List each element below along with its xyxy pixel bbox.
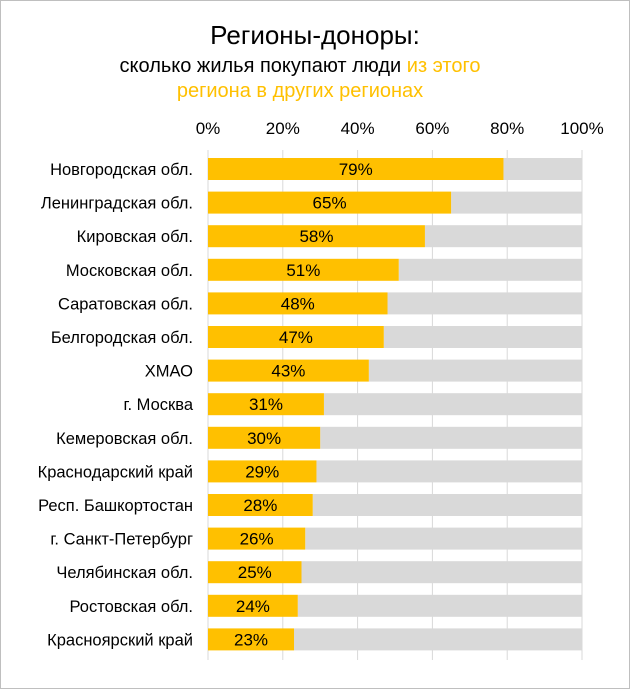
bar-value	[208, 225, 425, 248]
chart-title: Регионы-доноры:	[210, 20, 420, 50]
bar-value	[208, 594, 298, 617]
bar-remainder	[387, 292, 582, 315]
data-label: 65%	[313, 194, 347, 213]
data-label: 79%	[339, 160, 373, 179]
chart-subtitle-line1: сколько жилья покупают люди из этого	[0, 54, 600, 78]
x-tick-label: 100%	[560, 119, 603, 138]
bar-remainder	[297, 594, 582, 617]
bar-value	[208, 628, 295, 651]
bar-value	[208, 292, 388, 315]
data-label: 43%	[271, 362, 305, 381]
category-label: Краснодарский край	[38, 463, 193, 481]
data-label: 30%	[247, 429, 281, 448]
bar-value	[208, 326, 384, 348]
bar-remainder	[383, 326, 582, 348]
bar-remainder	[305, 527, 582, 550]
x-tick-label: 40%	[341, 119, 375, 138]
subtitle-text: сколько жилья покупают люди	[119, 55, 402, 77]
category-label: Ростовская обл.	[70, 598, 193, 616]
bar-remainder	[424, 225, 582, 248]
x-tick-label: 80%	[490, 119, 524, 138]
category-label: Респ. Башкортостан	[38, 497, 193, 515]
x-tick-label: 60%	[415, 119, 449, 138]
data-label: 24%	[236, 597, 270, 616]
data-label: 51%	[286, 261, 320, 280]
category-label: Саратовская обл.	[58, 295, 193, 313]
bar-value	[208, 561, 302, 584]
bar-remainder	[398, 258, 582, 281]
bar-value	[208, 258, 399, 281]
subtitle-highlight: из этого	[406, 55, 481, 77]
bar-remainder	[368, 359, 582, 382]
bar-value	[208, 393, 324, 416]
bar-value	[208, 494, 313, 516]
category-label: ХМАО	[145, 363, 193, 381]
data-label: 29%	[245, 462, 279, 481]
data-label: 31%	[249, 395, 283, 414]
bar-remainder	[312, 494, 582, 516]
bar-value	[208, 460, 317, 483]
category-label: Белгородская обл.	[51, 329, 193, 347]
category-label: г. Москва	[123, 396, 193, 414]
category-label: Московская обл.	[66, 262, 193, 280]
bar-remainder	[316, 460, 582, 483]
data-label: 23%	[234, 630, 268, 649]
bar-remainder	[294, 628, 582, 651]
bar-value	[208, 527, 306, 550]
category-label: Красноярский край	[47, 631, 193, 649]
bar-value	[208, 359, 369, 382]
data-label: 58%	[299, 227, 333, 246]
category-label: Челябинская обл.	[56, 564, 193, 582]
category-label: Кемеровская обл.	[56, 430, 193, 448]
x-tick-label: 0%	[196, 119, 221, 138]
data-label: 25%	[238, 563, 272, 582]
bar-value	[208, 426, 321, 449]
chart-subtitle-line2: региона в других регионах	[176, 80, 424, 102]
bar-remainder	[320, 426, 582, 449]
bar-value	[208, 191, 452, 214]
category-label: Новгородская обл.	[50, 161, 193, 179]
bar-remainder	[503, 158, 582, 180]
data-label: 47%	[279, 328, 313, 347]
category-label: Ленинградская обл.	[41, 195, 193, 213]
category-label: г. Санкт-Петербург	[50, 531, 193, 549]
x-tick-label: 20%	[266, 119, 300, 138]
bar-value	[208, 158, 504, 180]
bar-remainder	[301, 561, 582, 584]
bar-remainder	[323, 393, 582, 416]
data-label: 48%	[281, 294, 315, 313]
data-label: 26%	[240, 530, 274, 549]
bar-remainder	[451, 191, 582, 214]
data-label: 28%	[243, 496, 277, 515]
category-label: Кировская обл.	[77, 228, 193, 246]
